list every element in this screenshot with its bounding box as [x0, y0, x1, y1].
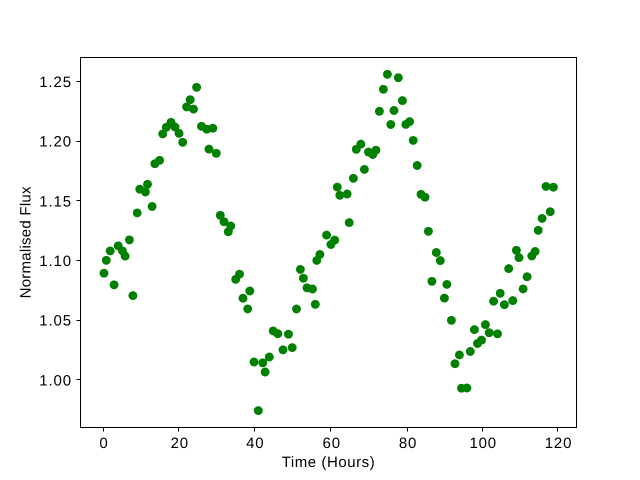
svg-text:1.00: 1.00 [39, 372, 72, 389]
svg-text:80: 80 [399, 435, 417, 452]
svg-text:Time (Hours): Time (Hours) [282, 454, 376, 471]
svg-text:60: 60 [323, 435, 341, 452]
svg-text:1.05: 1.05 [39, 313, 72, 330]
svg-text:1.20: 1.20 [39, 134, 72, 151]
svg-text:40: 40 [246, 435, 264, 452]
svg-text:0: 0 [99, 435, 108, 452]
svg-text:100: 100 [469, 435, 496, 452]
svg-text:Normalised Flux: Normalised Flux [18, 186, 35, 298]
svg-text:1.15: 1.15 [39, 193, 72, 210]
svg-text:1.10: 1.10 [39, 253, 72, 270]
svg-text:120: 120 [545, 435, 572, 452]
svg-text:20: 20 [171, 435, 189, 452]
svg-text:1.25: 1.25 [39, 74, 72, 91]
